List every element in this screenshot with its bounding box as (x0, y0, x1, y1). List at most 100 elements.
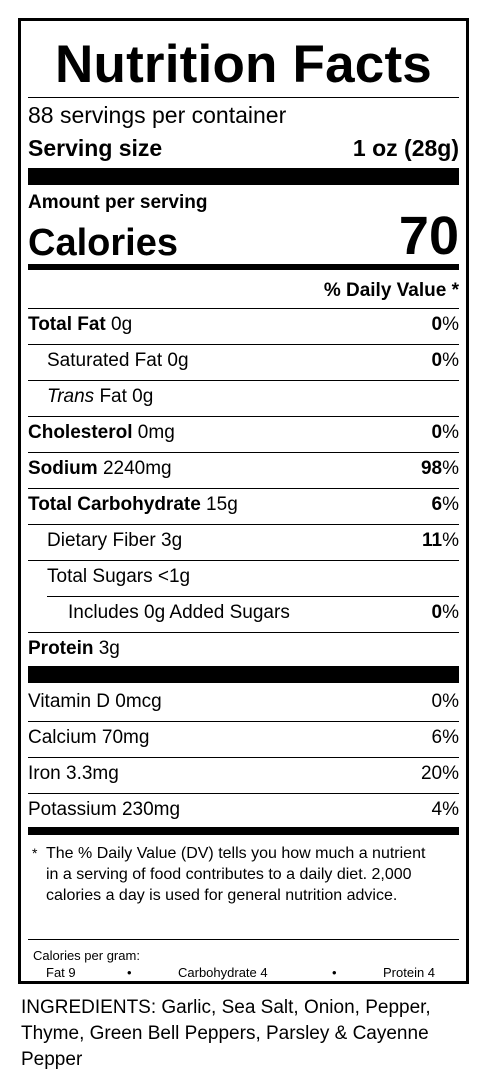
footnote-asterisk: * (32, 845, 38, 861)
nutrient-pct: 98% (421, 452, 459, 486)
nutrient-amount: 15g (200, 494, 238, 515)
row-divider (28, 560, 459, 561)
nutrient-name: Dietary Fiber 3g (47, 530, 183, 551)
calories-label: Calories (28, 222, 178, 264)
row-divider (28, 793, 459, 794)
nutrition-facts-label: Nutrition Facts 88 servings per containe… (18, 18, 469, 984)
row-divider (28, 488, 459, 489)
nutrient-row-protein: Protein 3g (28, 632, 459, 666)
nutrient-amount: 3g (93, 638, 120, 659)
row-divider (28, 308, 459, 309)
pct-unit: % (442, 458, 459, 479)
row-divider (28, 452, 459, 453)
vitamin-row-iron: Iron 3.3mg 20% (28, 757, 459, 791)
nutrient-amount: 0g (105, 314, 133, 335)
pct-value: 98 (420, 458, 443, 479)
nutrient-name: Total Carbohydrate 15g (28, 488, 238, 522)
divider (28, 97, 459, 98)
row-divider (28, 632, 459, 633)
thick-divider (28, 168, 459, 185)
protein-per-gram: Protein 4 (383, 965, 436, 980)
nutrient-italic: Trans (47, 386, 95, 407)
nutrient-amount: Fat 0g (94, 386, 154, 407)
nutrient-row-saturated-fat: Saturated Fat 0g 0% (28, 344, 459, 378)
pct-value: 0 (431, 350, 443, 371)
vitamin-pct: 20% (420, 763, 459, 784)
pct-unit: % (442, 602, 459, 623)
row-divider (28, 416, 459, 417)
vitamin-row-potassium: Potassium 230mg 4% (28, 793, 459, 827)
carbohydrate-per-gram: Carbohydrate 4 (178, 965, 268, 980)
vitamin-pct: 4% (431, 799, 459, 820)
thick-divider (28, 666, 459, 683)
nutrient-name: Protein 3g (28, 632, 120, 666)
medium-divider (28, 827, 459, 835)
nutrient-name: Sodium 2240mg (28, 452, 172, 486)
pct-unit: % (442, 350, 459, 371)
nutrient-name: Includes 0g Added Sugars (68, 602, 290, 623)
nutrient-name: Total Fat 0g (28, 308, 132, 342)
pct-unit: % (442, 530, 459, 551)
medium-divider (28, 264, 459, 270)
nutrient-amount: 2240mg (97, 458, 172, 479)
vitamin-row-calcium: Calcium 70mg 6% (28, 721, 459, 755)
vitamin-pct: 6% (431, 727, 459, 748)
row-divider (47, 596, 459, 597)
pct-unit: % (442, 422, 459, 443)
nutrient-name: Total Sugars <1g (47, 566, 191, 587)
nutrient-pct: 0% (432, 308, 459, 342)
vitamin-name: Iron 3.3mg (28, 763, 119, 784)
fat-per-gram: Fat 9 (46, 965, 76, 980)
daily-value-header: % Daily Value * (323, 280, 459, 301)
serving-size-label: Serving size (28, 135, 163, 161)
nutrient-row-sodium: Sodium 2240mg 98% (28, 452, 459, 486)
nutrient-pct: 0% (432, 344, 459, 378)
nutrient-row-cholesterol: Cholesterol 0mg 0% (28, 416, 459, 450)
nutrient-pct: 0% (432, 596, 459, 630)
calories-value: 70 (398, 206, 459, 266)
serving-size-value: 1 oz (28g) (352, 135, 459, 161)
nutrient-bold: Total Carbohydrate (28, 494, 201, 515)
nutrient-pct: 6% (432, 488, 459, 522)
pct-value: 6 (431, 494, 443, 515)
nutrient-row-total-fat: Total Fat 0g 0% (28, 308, 459, 342)
calories-row: Calories 70 (28, 207, 459, 265)
calories-per-gram-heading: Calories per gram: (33, 948, 140, 963)
pct-unit: % (442, 314, 459, 335)
vitamin-name: Vitamin D 0mcg (28, 691, 162, 712)
nutrient-pct: 11% (422, 524, 459, 558)
footnote-text: The % Daily Value (DV) tells you how muc… (46, 845, 426, 904)
vitamin-name: Calcium 70mg (28, 727, 150, 748)
pct-value: 0 (431, 422, 443, 443)
nutrient-bold: Cholesterol (28, 422, 133, 443)
row-divider (28, 721, 459, 722)
nutrient-bold: Total Fat (28, 314, 106, 335)
divider (28, 939, 459, 940)
servings-per-container: 88 servings per container (28, 102, 287, 128)
nutrient-bold: Sodium (28, 458, 98, 479)
row-divider (28, 757, 459, 758)
nutrient-name: Cholesterol 0mg (28, 416, 175, 450)
pct-unit: % (442, 494, 459, 515)
label-title: Nutrition Facts (55, 35, 432, 94)
nutrient-name: Trans Fat 0g (47, 380, 153, 414)
vitamin-pct: 0% (431, 691, 459, 712)
nutrient-row-total-sugars: Total Sugars <1g (28, 560, 459, 594)
row-divider (28, 344, 459, 345)
row-divider (28, 380, 459, 381)
row-divider (28, 524, 459, 525)
pct-value: 11 (422, 530, 443, 551)
vitamin-name: Potassium 230mg (28, 799, 181, 820)
nutrient-row-dietary-fiber: Dietary Fiber 3g 11% (28, 524, 459, 558)
bullet-separator: • (332, 965, 337, 980)
nutrient-amount: 0mg (132, 422, 175, 443)
bullet-separator: • (127, 965, 132, 980)
nutrient-bold: Protein (28, 638, 94, 659)
nutrient-row-trans-fat: Trans Fat 0g (28, 380, 459, 414)
nutrient-row-total-carbohydrate: Total Carbohydrate 15g 6% (28, 488, 459, 522)
pct-value: 0 (431, 602, 443, 623)
nutrient-name: Saturated Fat 0g (47, 350, 189, 371)
nutrient-row-added-sugars: Includes 0g Added Sugars 0% (28, 596, 459, 630)
vitamin-row-vitamin-d: Vitamin D 0mcg 0% (28, 685, 459, 719)
serving-size-row: Serving size 1 oz (28g) (28, 132, 459, 164)
